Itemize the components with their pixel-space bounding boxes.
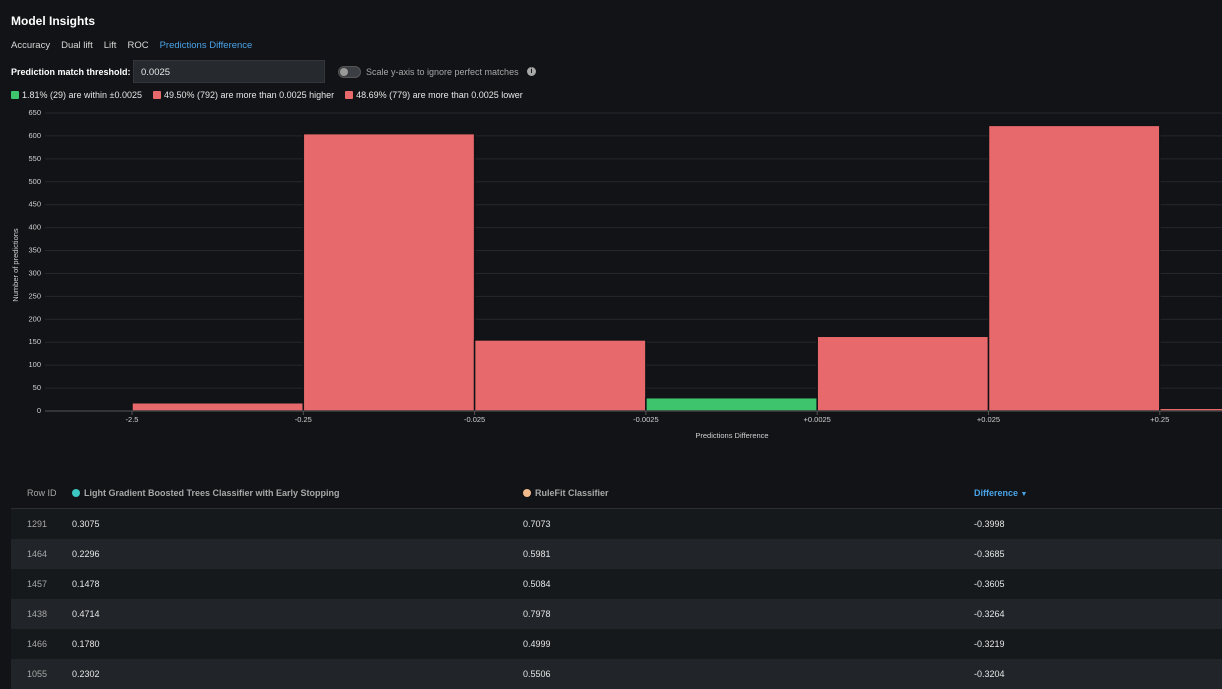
summary-icon xyxy=(153,91,161,99)
page-title: Model Insights xyxy=(11,14,95,28)
x-axis-label: Predictions Difference xyxy=(695,431,768,440)
chart: Number of predictions Predictions Differ… xyxy=(0,105,1222,445)
x-tick-label: -0.25 xyxy=(295,415,312,424)
y-tick-label: 150 xyxy=(28,337,41,346)
y-tick-label: 100 xyxy=(28,360,41,369)
bar xyxy=(989,125,1160,411)
x-tick-label: -2.5 xyxy=(126,415,139,424)
threshold-input[interactable]: 0.0025 xyxy=(133,60,325,83)
bar xyxy=(646,398,817,411)
table-cell: 0.7978 xyxy=(523,599,551,629)
summary-text: 49.50% (792) are more than 0.0025 higher xyxy=(164,90,334,100)
tab[interactable]: Lift xyxy=(104,40,117,51)
table-cell: 0.1478 xyxy=(72,569,100,599)
table-cell: 1055 xyxy=(27,659,47,689)
table-row[interactable]: 1466 0.1780 0.4999 -0.3219 xyxy=(11,629,1222,659)
table-cell: 1438 xyxy=(27,599,47,629)
tab[interactable]: ROC xyxy=(127,40,148,51)
table-cell: 0.1780 xyxy=(72,629,100,659)
table-cell: -0.3605 xyxy=(974,569,1005,599)
y-tick-label: 300 xyxy=(28,268,41,277)
summary-text: 48.69% (779) are more than 0.0025 lower xyxy=(356,90,523,100)
y-tick-label: 600 xyxy=(28,131,41,140)
tab-active[interactable]: Predictions Difference xyxy=(160,40,253,51)
x-tick-label: -0.025 xyxy=(464,415,485,424)
bar xyxy=(475,340,646,411)
column-header-text: Light Gradient Boosted Trees Classifier … xyxy=(84,488,340,498)
table-cell: 0.4999 xyxy=(523,629,551,659)
column-header-text: RuleFit Classifier xyxy=(535,488,609,498)
y-axis-label: Number of predictions xyxy=(11,228,20,302)
table-cell: -0.3998 xyxy=(974,509,1005,539)
table-cell: 1466 xyxy=(27,629,47,659)
bar xyxy=(303,134,474,411)
bar xyxy=(132,403,303,411)
y-tick-label: 250 xyxy=(28,291,41,300)
table-row[interactable]: 1457 0.1478 0.5084 -0.3605 xyxy=(11,569,1222,599)
table-header: Row ID Light Gradient Boosted Trees Clas… xyxy=(11,478,1222,509)
x-tick-label: +0.25 xyxy=(1150,415,1169,424)
threshold-label: Prediction match threshold: xyxy=(11,67,131,77)
table-cell: 1464 xyxy=(27,539,47,569)
table-cell: -0.3264 xyxy=(974,599,1005,629)
table-cell: 0.4714 xyxy=(72,599,100,629)
y-tick-label: 550 xyxy=(28,154,41,163)
summary-icon xyxy=(11,91,19,99)
y-tick-label: 650 xyxy=(28,108,41,117)
column-header-text: Difference xyxy=(974,488,1018,498)
toggle[interactable] xyxy=(338,66,361,78)
table-cell: 1457 xyxy=(27,569,47,599)
y-tick-label: 50 xyxy=(33,383,41,392)
tab[interactable]: Dual lift xyxy=(61,40,93,51)
table-cell: 0.5084 xyxy=(523,569,551,599)
y-tick-label: 400 xyxy=(28,223,41,232)
x-tick-label: +0.0025 xyxy=(804,415,831,424)
table-row[interactable]: 1291 0.3075 0.7073 -0.3998 xyxy=(11,509,1222,539)
column-header[interactable]: Row ID xyxy=(27,478,57,508)
table-cell: 0.5506 xyxy=(523,659,551,689)
toggle-label: Scale y-axis to ignore perfect matches xyxy=(366,67,519,77)
column-header[interactable]: Light Gradient Boosted Trees Classifier … xyxy=(72,478,340,508)
summary: 1.81% (29) are within ±0.0025 49.50% (792… xyxy=(11,90,523,100)
summary-item: 48.69% (779) are more than 0.0025 lower xyxy=(345,90,523,100)
y-tick-label: 500 xyxy=(28,177,41,186)
table-row[interactable]: 1464 0.2296 0.5981 -0.3685 xyxy=(11,539,1222,569)
summary-text: 1.81% (29) are within ±0.0025 xyxy=(22,90,142,100)
tabs: Accuracy Dual lift Lift ROC Predictions … xyxy=(11,40,252,51)
y-tick-label: 450 xyxy=(28,200,41,209)
table-cell: 1291 xyxy=(27,509,47,539)
table-cell: -0.3204 xyxy=(974,659,1005,689)
table: Row ID Light Gradient Boosted Trees Clas… xyxy=(11,478,1222,689)
table-row[interactable]: 1055 0.2302 0.5506 -0.3204 xyxy=(11,659,1222,689)
table-cell: 0.2296 xyxy=(72,539,100,569)
table-cell: 0.2302 xyxy=(72,659,100,689)
table-cell: -0.3219 xyxy=(974,629,1005,659)
summary-icon xyxy=(345,91,353,99)
y-tick-label: 200 xyxy=(28,314,41,323)
summary-item: 1.81% (29) are within ±0.0025 xyxy=(11,90,142,100)
table-cell: -0.3685 xyxy=(974,539,1005,569)
column-header[interactable]: Difference ▼ xyxy=(974,478,1027,510)
tab[interactable]: Accuracy xyxy=(11,40,50,51)
info-icon[interactable]: i xyxy=(527,67,536,76)
bar xyxy=(817,336,988,411)
table-cell: 0.5981 xyxy=(523,539,551,569)
table-cell: 0.3075 xyxy=(72,509,100,539)
column-header[interactable]: RuleFit Classifier xyxy=(523,478,609,508)
x-tick-label: +0.025 xyxy=(977,415,1000,424)
table-row[interactable]: 1438 0.4714 0.7978 -0.3264 xyxy=(11,599,1222,629)
table-cell: 0.7073 xyxy=(523,509,551,539)
y-tick-label: 0 xyxy=(37,406,41,415)
x-tick-label: -0.0025 xyxy=(633,415,658,424)
y-tick-label: 350 xyxy=(28,246,41,255)
summary-item: 49.50% (792) are more than 0.0025 higher xyxy=(153,90,334,100)
